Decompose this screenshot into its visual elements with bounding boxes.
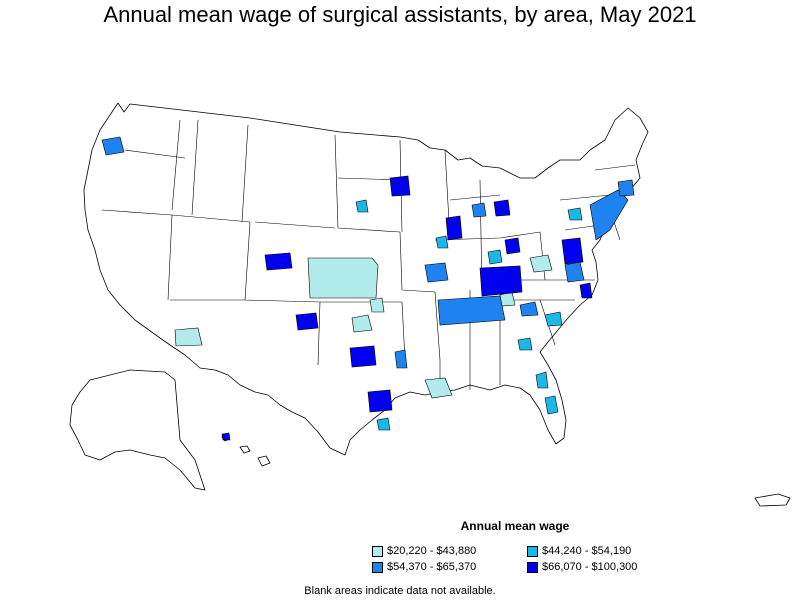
area-minnesota <box>355 199 369 213</box>
area-cincinnati <box>504 237 521 255</box>
area-sc-region <box>519 301 539 317</box>
area-orlando <box>544 395 559 415</box>
legend-item-4: $66,070 - $100,300 <box>527 561 637 573</box>
area-detroit <box>493 199 511 217</box>
area-kansas-nonmetro <box>307 257 379 299</box>
area-ny-upstate <box>567 207 583 221</box>
wage-areas <box>101 136 635 441</box>
area-honolulu <box>221 432 231 441</box>
area-virginia-beach <box>579 282 593 299</box>
area-denver <box>264 252 293 271</box>
area-tucson <box>174 327 203 347</box>
area-houston-south <box>376 417 391 431</box>
area-louisiana-north <box>394 349 408 369</box>
legend-title: Annual mean wage <box>460 519 570 533</box>
area-atlanta-west <box>517 337 533 351</box>
area-michigan <box>471 202 487 218</box>
area-missouri-east <box>424 262 449 283</box>
area-wv-region <box>529 254 553 273</box>
area-indiana <box>435 235 449 249</box>
area-boston <box>617 179 635 197</box>
legend-label-2: $44,240 - $54,190 <box>542 545 632 557</box>
area-tennessee <box>437 295 506 326</box>
legend-swatch-3 <box>372 561 383 573</box>
area-kentucky <box>479 265 523 297</box>
area-nc-region <box>544 311 563 327</box>
area-gulf-coast <box>424 377 453 399</box>
area-jacksonville <box>535 371 549 389</box>
legend-swatch-2 <box>527 545 538 557</box>
state-outlines <box>69 102 791 507</box>
legend-item-2: $44,240 - $54,190 <box>527 545 631 557</box>
footnote: Blank areas indicate data not available. <box>304 585 496 597</box>
legend-swatch-4 <box>527 561 538 573</box>
legend-item-1: $20,220 - $43,880 <box>372 545 476 557</box>
alaska-outline <box>69 369 206 491</box>
area-seattle <box>101 136 125 156</box>
legend-item-3: $54,370 - $65,370 <box>372 561 476 573</box>
area-tulsa <box>351 314 373 333</box>
area-arkansas-nw <box>369 297 385 313</box>
state-boundaries <box>101 119 636 395</box>
legend-label-4: $66,070 - $100,300 <box>542 561 638 573</box>
puerto-rico-outline <box>754 493 791 507</box>
area-dallas <box>349 345 377 368</box>
map-title: Annual mean wage of surgical assistants,… <box>103 2 697 27</box>
area-baltimore-dc <box>561 237 584 265</box>
area-chicago <box>445 215 463 241</box>
area-oklahoma-city <box>295 312 319 331</box>
area-northeast-corridor <box>589 189 629 241</box>
area-columbus-oh <box>487 249 503 265</box>
area-houston <box>367 389 393 413</box>
area-minneapolis <box>389 175 411 197</box>
legend-swatch-1 <box>372 545 383 557</box>
legend-label-3: $54,370 - $65,370 <box>387 561 477 573</box>
legend-label-1: $20,220 - $43,880 <box>387 545 477 557</box>
